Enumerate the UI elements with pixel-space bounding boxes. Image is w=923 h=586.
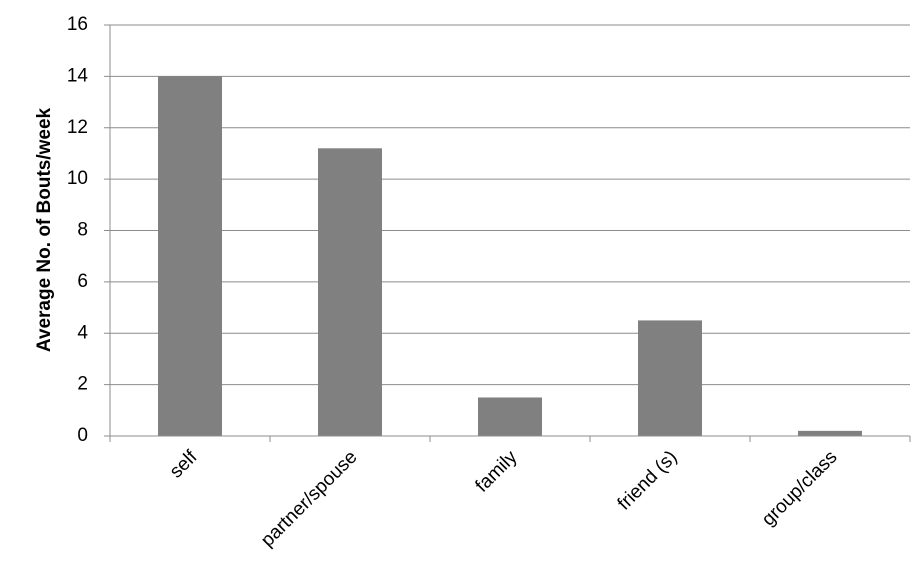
bar [798, 430, 862, 436]
y-tick-label: 8 [77, 220, 88, 241]
bar [638, 320, 702, 436]
bar [318, 148, 382, 437]
y-tick-label: 6 [77, 271, 88, 292]
y-tick-label: 2 [77, 374, 88, 395]
y-tick-label: 4 [77, 322, 88, 343]
y-axis-label: Average No. of Bouts/week [34, 107, 55, 352]
bar [478, 397, 542, 436]
x-tick-label: partner/spouse [257, 447, 361, 551]
x-tick-label: friend (s) [614, 447, 682, 515]
y-tick-label: 10 [67, 168, 88, 189]
x-tick-label: self [166, 446, 202, 482]
bar [158, 76, 222, 436]
x-tick-label: group/class [758, 447, 842, 531]
y-tick-label: 14 [67, 65, 89, 86]
y-tick-label: 16 [67, 14, 88, 35]
y-tick-label: 12 [67, 117, 88, 138]
y-tick-label: 0 [77, 425, 88, 446]
x-tick-label: family [472, 446, 522, 496]
